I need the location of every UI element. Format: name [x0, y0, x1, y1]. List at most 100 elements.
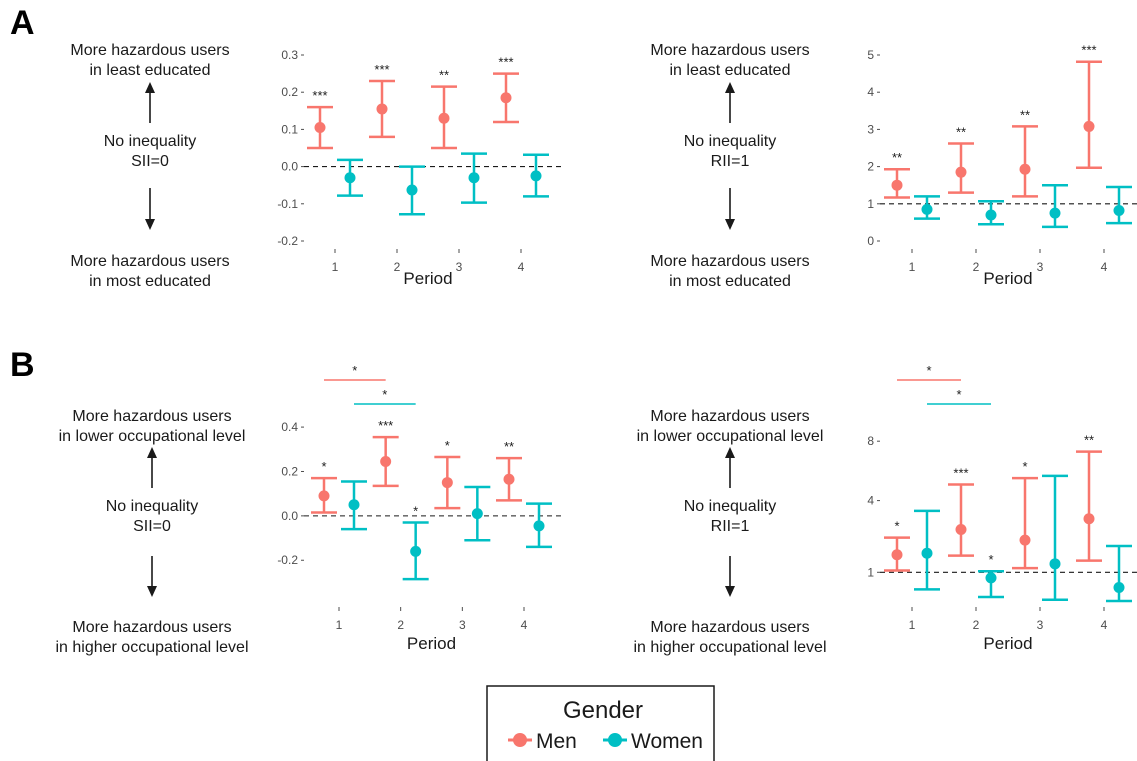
annotation-a-right: More hazardous users in least educated N… [650, 42, 809, 290]
annotation-mid-line2: SII=0 [131, 153, 169, 170]
annotation-mid-line2: RII=1 [711, 153, 750, 170]
x-tick-label: 2 [397, 618, 404, 632]
y-tick-label: 4 [867, 85, 874, 99]
annotation-bottom-line1: More hazardous users [72, 619, 231, 636]
men-point [380, 455, 392, 467]
y-tick-label: 0.1 [281, 122, 298, 136]
significance-label: *** [953, 465, 968, 480]
women-point [533, 520, 545, 532]
x-tick-label: 2 [394, 260, 401, 274]
x-tick-label: 4 [521, 618, 528, 632]
x-axis-title: Period [983, 269, 1032, 288]
annotation-top-line2: in lower occupational level [637, 428, 824, 445]
significance-label: ** [1084, 433, 1094, 448]
comparison-bracket-label: * [382, 387, 387, 402]
significance-label: *** [1081, 43, 1096, 58]
panel-letter-a: A [10, 4, 35, 42]
legend-key-women [603, 733, 627, 747]
women-point [468, 172, 480, 184]
x-tick-label: 2 [973, 260, 980, 274]
annotation-mid-line1: No inequality [684, 133, 777, 150]
panel-letter-b: B [10, 346, 35, 384]
women-point [921, 547, 933, 559]
annotation-bottom-line2: in higher occupational level [633, 639, 826, 656]
x-tick-label: 3 [456, 260, 463, 274]
significance-label: ** [1020, 107, 1030, 122]
women-point [1049, 558, 1061, 570]
annotation-b-left: More hazardous users in lower occupation… [55, 408, 248, 656]
men-point [955, 166, 967, 178]
legend: Gender Men Women [486, 685, 715, 761]
annotation-top-line1: More hazardous users [650, 408, 809, 425]
y-tick-label: 3 [867, 122, 874, 136]
arrow-up-icon [725, 447, 735, 488]
men-point [1083, 120, 1095, 132]
y-tick-label: 1 [867, 565, 874, 579]
significance-label: * [321, 459, 326, 474]
annotation-top-line1: More hazardous users [650, 42, 809, 59]
x-tick-label: 1 [909, 260, 916, 274]
annotation-mid-line1: No inequality [106, 498, 199, 515]
significance-label: ** [892, 150, 902, 165]
x-tick-label: 4 [518, 260, 525, 274]
x-tick-label: 3 [459, 618, 466, 632]
women-point [471, 508, 483, 520]
legend-label-women: Women [631, 730, 703, 753]
x-tick-label: 2 [973, 618, 980, 632]
legend-title: Gender [563, 697, 643, 724]
y-tick-label: 0.4 [281, 420, 298, 434]
legend-women-dot [608, 733, 622, 747]
women-point [985, 209, 997, 221]
men-point [1019, 163, 1031, 175]
x-axis-title: Period [403, 269, 452, 288]
x-tick-label: 4 [1101, 618, 1108, 632]
annotation-top-line2: in least educated [670, 62, 791, 79]
legend-label-men: Men [536, 730, 577, 753]
y-tick-label: -0.2 [277, 234, 298, 248]
annotation-mid-line1: No inequality [684, 498, 777, 515]
men-point [500, 92, 512, 104]
y-tick-label: 0.3 [281, 48, 298, 62]
significance-label: * [988, 552, 993, 567]
women-point [348, 499, 360, 511]
annotation-bottom-line1: More hazardous users [650, 619, 809, 636]
arrow-down-icon [725, 556, 735, 597]
y-tick-label: 2 [867, 160, 874, 174]
women-point [1049, 207, 1061, 219]
men-point [438, 112, 450, 124]
annotation-mid-line1: No inequality [104, 133, 197, 150]
significance-label: * [1022, 459, 1027, 474]
legend-box [486, 685, 715, 761]
annotation-bottom-line1: More hazardous users [70, 253, 229, 270]
y-tick-label: 4 [867, 494, 874, 508]
annotation-top-line2: in least educated [90, 62, 211, 79]
x-tick-label: 3 [1037, 618, 1044, 632]
arrow-up-icon [725, 82, 735, 123]
significance-label: * [413, 504, 418, 519]
women-point [406, 184, 418, 196]
x-axis-title: Period [407, 634, 456, 653]
x-tick-label: 1 [332, 260, 339, 274]
y-tick-label: 0.0 [281, 160, 298, 174]
legend-key-men [508, 733, 532, 747]
arrow-down-icon [145, 188, 155, 230]
annotation-bottom-line2: in higher occupational level [55, 639, 248, 656]
annotation-bottom-line2: in most educated [669, 273, 791, 290]
men-point [503, 473, 515, 485]
y-tick-label: 0 [867, 234, 874, 248]
annotation-mid-line2: RII=1 [711, 518, 750, 535]
significance-label: *** [312, 88, 327, 103]
y-tick-label: 0.2 [281, 85, 298, 99]
annotation-bottom-line1: More hazardous users [650, 253, 809, 270]
significance-label: * [445, 438, 450, 453]
x-tick-label: 4 [1101, 260, 1108, 274]
significance-label: * [894, 519, 899, 534]
x-tick-label: 1 [336, 618, 343, 632]
x-tick-label: 3 [1037, 260, 1044, 274]
y-tick-label: 0.0 [281, 509, 298, 523]
men-point [376, 103, 388, 115]
men-point [314, 122, 326, 134]
